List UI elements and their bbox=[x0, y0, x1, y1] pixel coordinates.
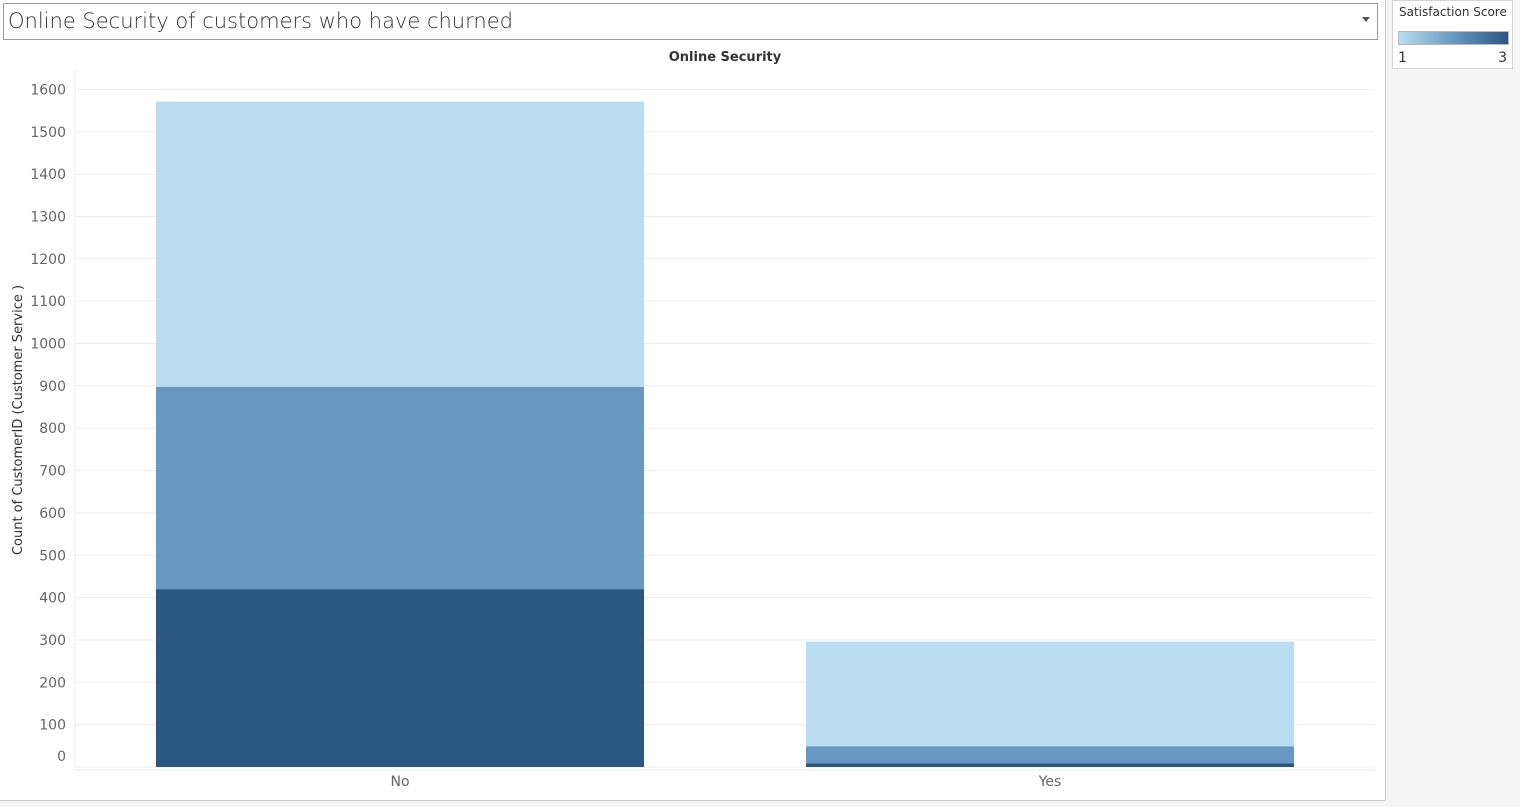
bar-segment bbox=[156, 386, 644, 590]
bar-segment bbox=[806, 746, 1294, 764]
legend-max-label: 3 bbox=[1498, 50, 1507, 66]
y-tick-label: 1400 bbox=[30, 167, 66, 183]
legend-min-label: 1 bbox=[1398, 50, 1407, 66]
y-tick-label: 700 bbox=[39, 464, 66, 480]
y-tick-label: 900 bbox=[39, 379, 66, 395]
y-tick-label: 0 bbox=[57, 749, 66, 765]
y-tick-label: 400 bbox=[39, 591, 66, 607]
y-tick-label: 1000 bbox=[30, 337, 66, 353]
y-tick-label: 1600 bbox=[30, 82, 66, 98]
chart-title: Online Security bbox=[669, 50, 782, 65]
color-legend: Satisfaction Score 1 3 bbox=[1392, 0, 1513, 69]
y-tick-label: 800 bbox=[39, 421, 66, 437]
x-tick-label: No bbox=[390, 774, 409, 790]
bar-segment bbox=[806, 763, 1294, 767]
y-tick-label: 100 bbox=[39, 718, 66, 734]
bar-segment bbox=[156, 101, 644, 387]
y-tick-label: 1200 bbox=[30, 252, 66, 268]
chevron-down-icon[interactable] bbox=[1362, 17, 1370, 22]
bar-chart: Online Security 0 100 200 300 400 500 600 700 800… bbox=[11, 50, 1375, 790]
bar-segment bbox=[156, 589, 644, 767]
y-tick-label: 200 bbox=[39, 675, 66, 691]
y-tick-label: 1100 bbox=[30, 294, 66, 310]
y-tick-label: 600 bbox=[39, 506, 66, 522]
y-tick-label: 500 bbox=[39, 548, 66, 564]
legend-title: Satisfaction Score bbox=[1399, 5, 1507, 19]
y-tick-label: 300 bbox=[39, 633, 66, 649]
chart-container: Online Security of customers who have ch… bbox=[0, 0, 1386, 801]
bar-segment bbox=[806, 641, 1294, 747]
y-tick-label: 1500 bbox=[30, 125, 66, 141]
y-tick-label: 1300 bbox=[30, 209, 66, 225]
legend-color-ramp bbox=[1398, 31, 1509, 45]
dashboard-title: Online Security of customers who have ch… bbox=[8, 9, 513, 33]
dashboard-title-bar[interactable]: Online Security of customers who have ch… bbox=[3, 3, 1378, 40]
x-tick-label: Yes bbox=[1038, 774, 1062, 790]
y-axis-label: Count of CustomerID (Customer Service ) bbox=[11, 285, 26, 555]
